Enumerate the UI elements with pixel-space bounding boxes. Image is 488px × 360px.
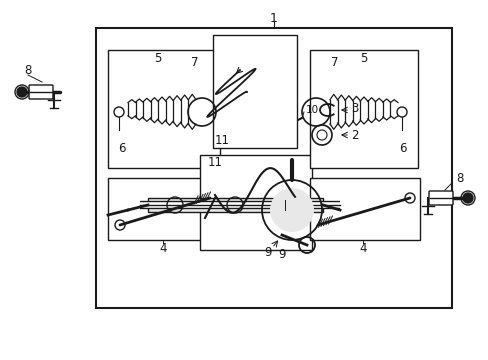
Bar bbox=[213, 35, 296, 148]
Text: 9: 9 bbox=[278, 248, 285, 261]
Bar bbox=[148, 198, 323, 212]
Bar bbox=[108, 50, 220, 168]
Bar bbox=[200, 155, 311, 250]
Circle shape bbox=[462, 193, 472, 203]
Text: 4: 4 bbox=[359, 242, 366, 255]
Text: 10: 10 bbox=[305, 105, 319, 115]
Bar bbox=[108, 178, 218, 240]
Text: 5: 5 bbox=[154, 51, 162, 64]
FancyBboxPatch shape bbox=[428, 191, 452, 205]
Text: 1: 1 bbox=[269, 12, 277, 24]
Text: 11: 11 bbox=[214, 134, 229, 147]
Text: 8: 8 bbox=[455, 171, 463, 185]
Text: 6: 6 bbox=[398, 141, 406, 154]
Text: 7: 7 bbox=[330, 55, 338, 68]
Text: 8: 8 bbox=[24, 63, 32, 77]
Bar bbox=[309, 178, 419, 240]
Text: 3: 3 bbox=[350, 102, 358, 114]
Text: 9: 9 bbox=[264, 246, 271, 258]
Circle shape bbox=[17, 87, 27, 97]
FancyBboxPatch shape bbox=[29, 85, 53, 99]
Text: 11: 11 bbox=[207, 156, 222, 168]
Text: 7: 7 bbox=[191, 55, 198, 68]
Bar bbox=[309, 50, 417, 168]
Text: 5: 5 bbox=[360, 51, 367, 64]
Text: 2: 2 bbox=[350, 129, 358, 141]
Text: 4: 4 bbox=[159, 242, 166, 255]
Text: 6: 6 bbox=[118, 141, 125, 154]
Circle shape bbox=[269, 188, 313, 232]
Bar bbox=[96, 28, 451, 308]
